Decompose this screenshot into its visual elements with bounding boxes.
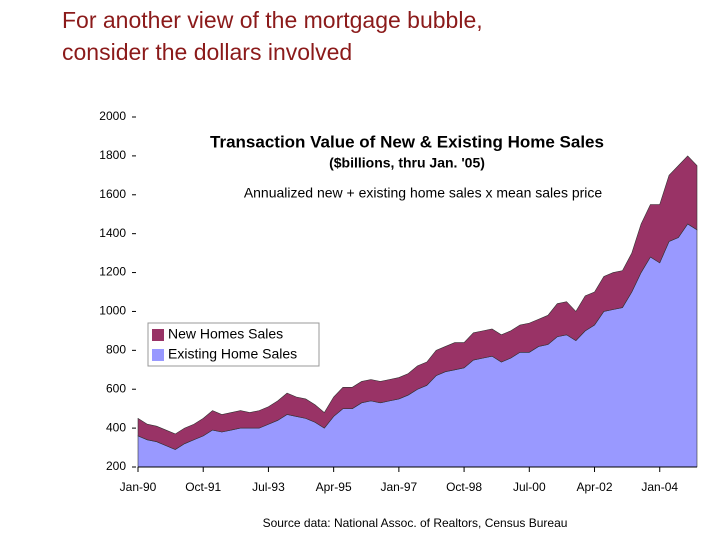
source: Source data: National Assoc. of Realtors… <box>263 516 568 530</box>
x-tick-label: Oct-98 <box>446 480 482 494</box>
area <box>137 155 698 450</box>
x-tick-label: Jan-04 <box>641 480 678 494</box>
chart-subtitle: ($billions, thru Jan. '05) <box>329 155 485 171</box>
x-tick-label: Oct-91 <box>185 480 221 494</box>
y-tick-label: 400 <box>106 420 126 434</box>
legend-box <box>147 322 320 367</box>
x-tick-label: Jan-97 <box>381 480 418 494</box>
y-tick-label: 800 <box>106 343 126 357</box>
x-tick-label: Jul-00 <box>513 480 546 494</box>
slide-title: For another view of the mortgage bubble, <box>62 7 483 33</box>
x-tick-label: Jul-93 <box>252 480 285 494</box>
y-tick-label: 1800 <box>99 148 126 162</box>
chart-title: Transaction Value of New & Existing Home… <box>210 132 604 151</box>
legend-swatch <box>152 329 164 341</box>
x-tick-label: Apr-95 <box>316 480 352 494</box>
y-tick-label: 1400 <box>99 226 126 240</box>
y-tick-label: 200 <box>106 459 126 473</box>
y-tick-label: 1000 <box>99 304 126 318</box>
y-tick-label: 2000 <box>99 109 126 123</box>
legend-swatch <box>152 349 164 361</box>
legend-label: Existing Home Sales <box>168 346 297 362</box>
legend-label: New Homes Sales <box>168 326 283 342</box>
x-tick-label: Apr-02 <box>577 480 613 494</box>
plot <box>137 155 698 468</box>
y-tick-label: 600 <box>106 381 126 395</box>
x-tick-label: Jan-90 <box>120 480 157 494</box>
y-tick-label: 1600 <box>99 187 126 201</box>
y-tick-label: 1200 <box>99 265 126 279</box>
annotation: Annualized new + existing home sales x m… <box>244 185 603 201</box>
slide-title: consider the dollars involved <box>62 39 352 65</box>
